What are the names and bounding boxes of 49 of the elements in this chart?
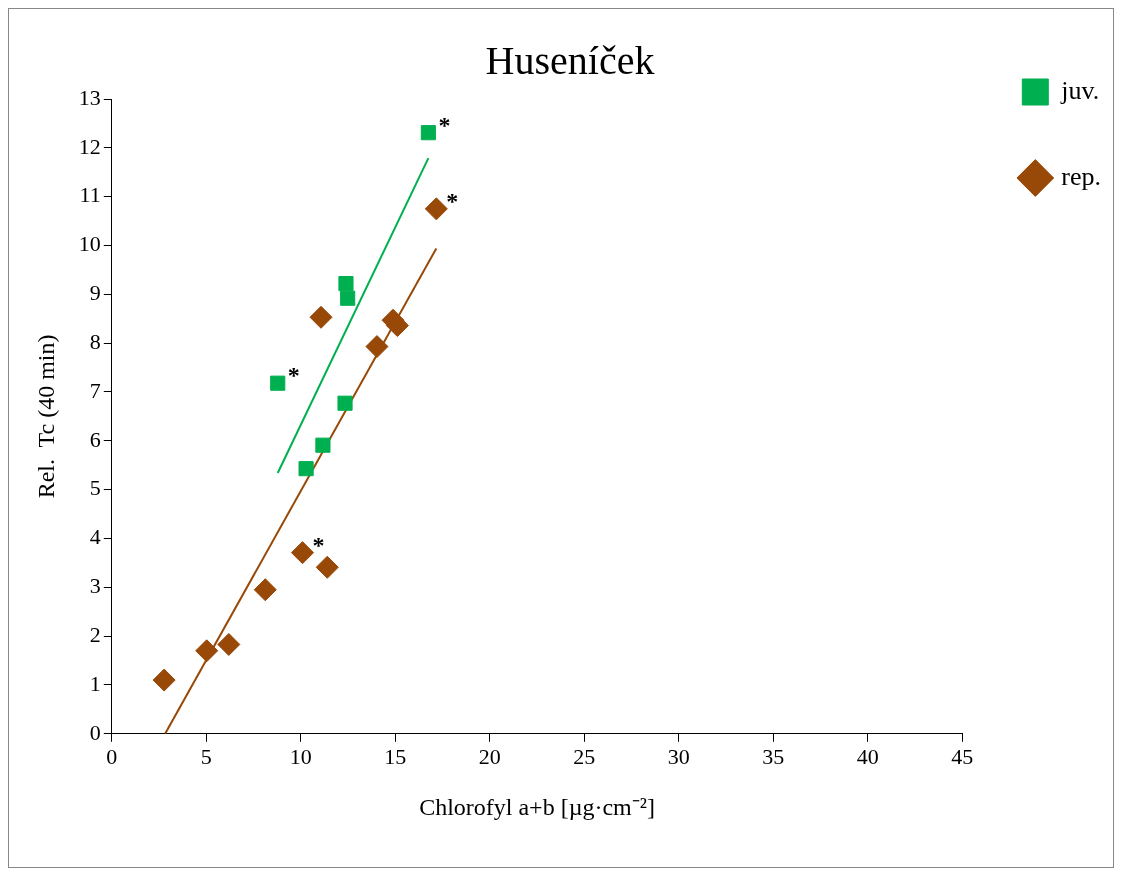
x-tick-label: 0 [106, 743, 118, 769]
point [195, 639, 219, 663]
x-axis-title: Chlorofyl a+b [µg·cm⁻²] [419, 793, 655, 820]
x-tick-label: 45 [951, 743, 974, 769]
y-tick-label: 9 [89, 280, 101, 306]
x-tick-label: 30 [667, 743, 690, 769]
chart-title: Huseníček [485, 37, 655, 83]
point [338, 276, 354, 292]
y-tick-label: 2 [89, 621, 101, 647]
y-axis-title: Rel. Tc (40 min) [32, 334, 59, 499]
y-tick-label: 13 [78, 84, 101, 110]
point [217, 632, 241, 656]
point [298, 461, 314, 477]
y-tick-label: 1 [89, 670, 101, 696]
point [420, 125, 436, 141]
point [424, 197, 448, 221]
point [315, 555, 339, 579]
point [152, 668, 176, 692]
point [315, 437, 331, 453]
annotation: * [438, 111, 451, 138]
y-tick-label: 3 [89, 573, 101, 599]
y-tick-label: 6 [89, 426, 101, 452]
annotation: * [312, 531, 325, 558]
y-tick-label: 5 [89, 475, 101, 501]
annotation: * [446, 187, 459, 214]
x-tick-label: 35 [762, 743, 785, 769]
x-tick-label: 15 [384, 743, 407, 769]
point [270, 375, 286, 391]
point [365, 335, 389, 359]
annotation: * [287, 362, 300, 389]
point [253, 578, 277, 602]
point [309, 305, 333, 329]
point [337, 395, 353, 411]
point [291, 541, 314, 565]
x-tick-label: 25 [573, 743, 596, 769]
legend-label: rep. [1061, 161, 1101, 191]
y-tick-label: 0 [89, 719, 101, 745]
y-tick-label: 10 [78, 231, 101, 257]
point [340, 290, 356, 306]
y-tick-label: 7 [89, 377, 101, 403]
y-tick-label: 8 [89, 328, 101, 354]
y-tick-label: 11 [79, 182, 101, 208]
x-tick-label: 10 [289, 743, 312, 769]
y-tick-label: 4 [89, 524, 101, 550]
x-tick-label: 40 [856, 743, 879, 769]
x-tick-label: 5 [200, 743, 212, 769]
x-tick-label: 20 [478, 743, 501, 769]
y-tick-label: 12 [78, 133, 101, 159]
legend-label: juv. [1060, 75, 1100, 105]
